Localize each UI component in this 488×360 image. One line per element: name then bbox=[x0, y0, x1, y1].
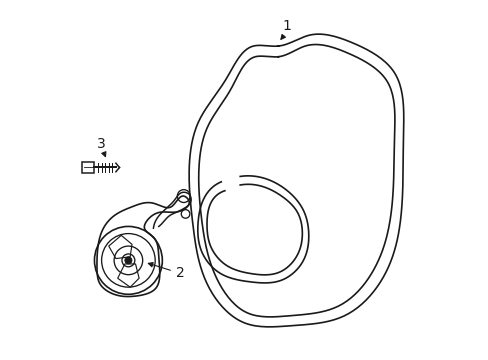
Text: 1: 1 bbox=[283, 19, 291, 33]
Text: 3: 3 bbox=[97, 137, 106, 151]
Circle shape bbox=[124, 257, 132, 264]
Text: 2: 2 bbox=[176, 266, 184, 280]
